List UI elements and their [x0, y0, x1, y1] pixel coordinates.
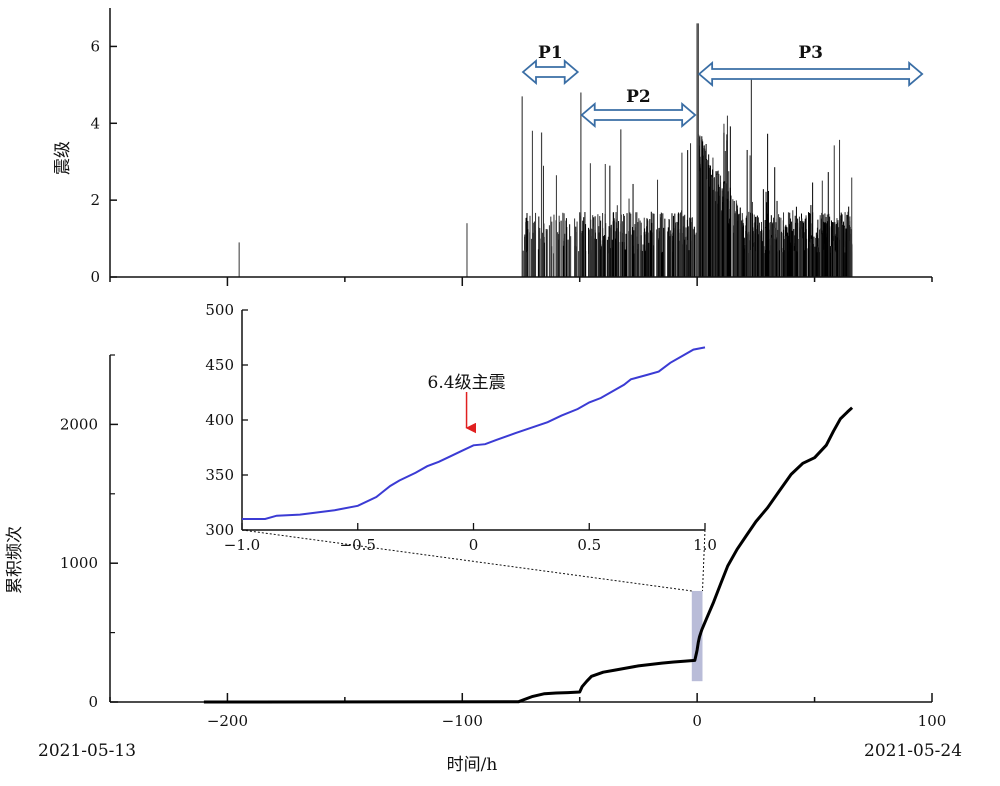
magnitude-y-tick-label: 6	[90, 37, 100, 55]
start-date-label: 2021-05-13	[38, 741, 136, 761]
period-arrows: P1 P2 P3	[521, 43, 924, 128]
cumulative-y-tick-label: 2000	[60, 415, 98, 433]
cumulative-x-tick-label: −200	[207, 712, 248, 730]
cumulative-x-tick-label: 100	[918, 712, 947, 730]
magnitude-y-tick-label: 2	[90, 191, 100, 209]
magnitude-y-tick-label: 4	[90, 114, 100, 132]
inset-y-tick-label: 300	[205, 521, 234, 539]
zoom-connector-left	[241, 529, 692, 592]
inset-background	[242, 310, 705, 530]
period-arrow-p2	[580, 102, 697, 128]
cumulative-y-ticks: 0 1000 2000	[60, 354, 118, 711]
period-label-p3: P3	[798, 43, 823, 63]
time-x-axis-title: 时间/h	[447, 755, 498, 775]
inset-x-tick-label: 1.0	[693, 536, 717, 554]
mainshock-window-highlight	[691, 590, 703, 682]
cumulative-x-ticks: −200 −100 0 100	[109, 693, 947, 730]
magnitude-x-ticks	[109, 277, 933, 286]
mainshock-annotation: 6.4级主震	[428, 373, 506, 393]
cumulative-y-tick-label: 1000	[60, 554, 98, 572]
magnitude-panel: P1 P2 P3 0 2 4 6 震级	[53, 8, 933, 286]
inset-y-tick-label: 450	[205, 356, 234, 374]
inset-x-tick-label: −1.0	[224, 536, 260, 554]
inset-y-tick-label: 350	[205, 466, 234, 484]
magnitude-y-axis-title: 震级	[53, 141, 73, 175]
inset-y-tick-label: 500	[205, 301, 234, 319]
inset-y-tick-label: 400	[205, 411, 234, 429]
inset-x-tick-label: 0.5	[577, 536, 601, 554]
inset-x-ticks: −1.0 −0.5 0 0.5 1.0	[224, 523, 717, 554]
magnitude-y-ticks: 0 2 4 6	[90, 37, 117, 286]
period-label-p1: P1	[538, 43, 563, 63]
cumulative-x-tick-label: 0	[692, 712, 702, 730]
cumulative-y-tick-label: 0	[88, 693, 98, 711]
period-label-p2: P2	[626, 87, 651, 107]
inset-panel: 300 350 400 450 500 −1.0 −0.5 0 0.5 1.0 6.4级主震	[205, 301, 717, 592]
inset-x-tick-label: −0.5	[340, 536, 376, 554]
cumulative-x-tick-label: −100	[442, 712, 483, 730]
cumulative-y-axis-title: 累积频次	[5, 526, 25, 594]
inset-x-tick-label: 0	[469, 536, 479, 554]
magnitude-bars	[238, 23, 853, 277]
inset-cumulative-line	[242, 346, 706, 520]
period-arrow-p1	[521, 59, 580, 85]
period-arrow-p3	[697, 61, 924, 87]
magnitude-y-tick-label: 0	[90, 268, 100, 286]
inset-y-ticks: 300 350 400 450 500	[205, 301, 248, 539]
cumulative-count-line	[203, 406, 854, 704]
cumulative-panel: 0 1000 2000 −200 −100 0 100 累积频次 时间/h 2021-05…	[5, 354, 962, 775]
end-date-label: 2021-05-24	[864, 741, 962, 761]
